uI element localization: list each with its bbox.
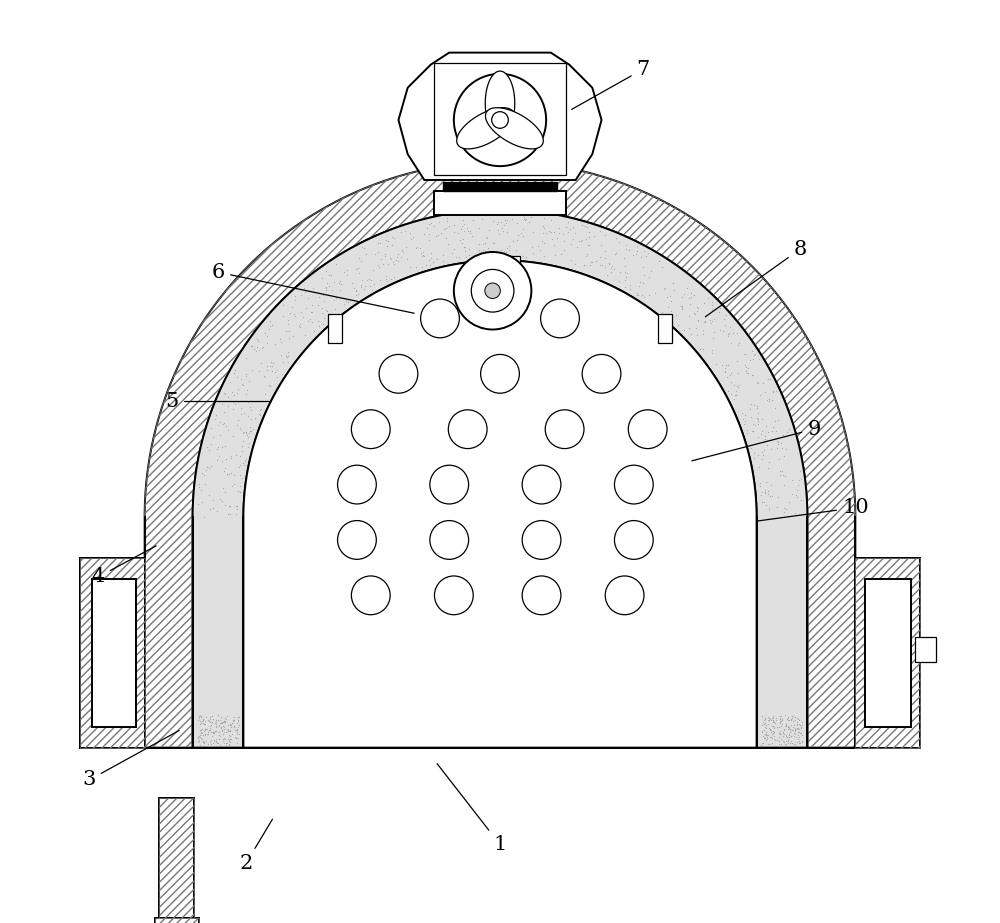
Bar [434, 63, 566, 175]
Bar [92, 579, 136, 727]
Polygon shape [145, 162, 855, 748]
Bar [159, 798, 194, 918]
Text: 8: 8 [705, 240, 807, 317]
Circle shape [485, 283, 500, 298]
Bar [865, 579, 911, 727]
Circle shape [614, 465, 653, 504]
Circle shape [522, 465, 561, 504]
Circle shape [614, 521, 653, 559]
Circle shape [492, 112, 508, 128]
Circle shape [481, 354, 519, 393]
Bar [855, 558, 920, 748]
Circle shape [448, 410, 487, 449]
Polygon shape [485, 108, 543, 149]
Bar [80, 558, 145, 748]
Polygon shape [193, 210, 807, 748]
Circle shape [522, 521, 561, 559]
Bar [915, 637, 936, 663]
Circle shape [338, 465, 376, 504]
Circle shape [351, 576, 390, 615]
Text: 5: 5 [166, 392, 271, 411]
Circle shape [430, 465, 469, 504]
Circle shape [454, 252, 531, 330]
Circle shape [454, 74, 546, 166]
Text: 2: 2 [240, 820, 272, 872]
Text: 9: 9 [692, 420, 821, 461]
Bar [159, 798, 194, 918]
Circle shape [545, 410, 584, 449]
Bar [480, 256, 520, 268]
Circle shape [434, 576, 473, 615]
Circle shape [421, 299, 459, 338]
Bar [658, 314, 672, 343]
Polygon shape [398, 53, 602, 180]
Bar [155, 918, 199, 923]
Polygon shape [485, 71, 515, 136]
Polygon shape [457, 108, 515, 149]
Text: 4: 4 [92, 545, 156, 586]
Circle shape [379, 354, 418, 393]
Text: 7: 7 [572, 60, 650, 110]
Circle shape [522, 576, 561, 615]
Circle shape [605, 576, 644, 615]
Bar [80, 558, 145, 748]
Circle shape [628, 410, 667, 449]
Text: 6: 6 [212, 263, 414, 313]
Text: 3: 3 [83, 730, 179, 789]
Bar [328, 314, 342, 343]
Bar [855, 558, 920, 748]
Polygon shape [443, 182, 557, 191]
Bar [434, 191, 566, 215]
Circle shape [430, 521, 469, 559]
Bar [155, 918, 199, 923]
Polygon shape [243, 260, 757, 748]
Text: 1: 1 [437, 763, 507, 854]
Circle shape [541, 299, 579, 338]
Circle shape [582, 354, 621, 393]
Circle shape [471, 270, 514, 312]
Circle shape [351, 410, 390, 449]
Text: 10: 10 [757, 498, 869, 521]
Circle shape [338, 521, 376, 559]
